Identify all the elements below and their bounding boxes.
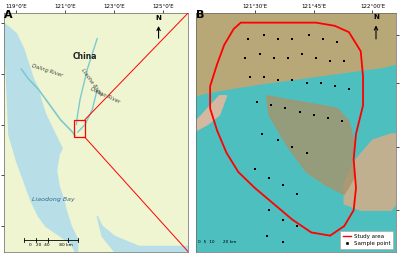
Point bbox=[261, 33, 268, 37]
Polygon shape bbox=[58, 137, 102, 247]
Point bbox=[266, 176, 272, 181]
Point bbox=[332, 84, 338, 88]
Point bbox=[306, 33, 312, 37]
Text: Daliao River: Daliao River bbox=[90, 86, 121, 104]
Text: Daling River: Daling River bbox=[31, 63, 63, 78]
Point bbox=[280, 183, 286, 187]
Point bbox=[289, 145, 296, 149]
Text: 0   20  40       80 km: 0 20 40 80 km bbox=[29, 243, 72, 247]
Point bbox=[275, 138, 282, 142]
Point bbox=[244, 36, 251, 41]
Point bbox=[334, 40, 340, 44]
Point bbox=[299, 52, 305, 57]
Polygon shape bbox=[344, 134, 396, 210]
Text: N: N bbox=[156, 15, 162, 21]
Point bbox=[289, 36, 296, 41]
Bar bbox=[74, 120, 85, 137]
Point bbox=[270, 56, 277, 60]
Point bbox=[303, 151, 310, 155]
Legend: Study area, Sample point: Study area, Sample point bbox=[340, 231, 393, 249]
Point bbox=[327, 59, 333, 63]
Point bbox=[252, 167, 258, 171]
Polygon shape bbox=[196, 13, 396, 96]
Point bbox=[346, 87, 352, 91]
Point bbox=[242, 56, 249, 60]
Point bbox=[280, 240, 286, 244]
Text: A: A bbox=[4, 10, 13, 20]
Point bbox=[259, 132, 265, 136]
Point bbox=[313, 56, 319, 60]
Point bbox=[282, 106, 289, 111]
Point bbox=[247, 75, 253, 79]
Polygon shape bbox=[196, 96, 226, 131]
Point bbox=[256, 52, 263, 57]
Text: 0  5  10      20 km: 0 5 10 20 km bbox=[198, 240, 236, 244]
Point bbox=[318, 81, 324, 85]
Point bbox=[268, 103, 274, 107]
Point bbox=[275, 78, 282, 82]
Point bbox=[310, 113, 317, 117]
Point bbox=[254, 100, 260, 104]
Point bbox=[320, 36, 326, 41]
Text: B: B bbox=[196, 10, 204, 20]
Text: N: N bbox=[373, 14, 379, 20]
Point bbox=[294, 224, 300, 228]
Text: Liaohe River: Liaohe River bbox=[80, 68, 103, 98]
Point bbox=[261, 75, 268, 79]
Point bbox=[275, 36, 282, 41]
Point bbox=[324, 116, 331, 120]
Text: Liaodong Bay: Liaodong Bay bbox=[32, 197, 74, 202]
Point bbox=[303, 81, 310, 85]
Point bbox=[341, 59, 348, 63]
Text: China: China bbox=[73, 52, 97, 61]
Point bbox=[284, 56, 291, 60]
Point bbox=[289, 78, 296, 82]
Polygon shape bbox=[4, 23, 78, 252]
Polygon shape bbox=[97, 216, 188, 252]
Polygon shape bbox=[266, 96, 354, 194]
Point bbox=[294, 192, 300, 196]
Point bbox=[263, 233, 270, 238]
Point bbox=[266, 208, 272, 212]
Point bbox=[296, 110, 303, 114]
Point bbox=[280, 218, 286, 222]
Point bbox=[339, 119, 345, 123]
